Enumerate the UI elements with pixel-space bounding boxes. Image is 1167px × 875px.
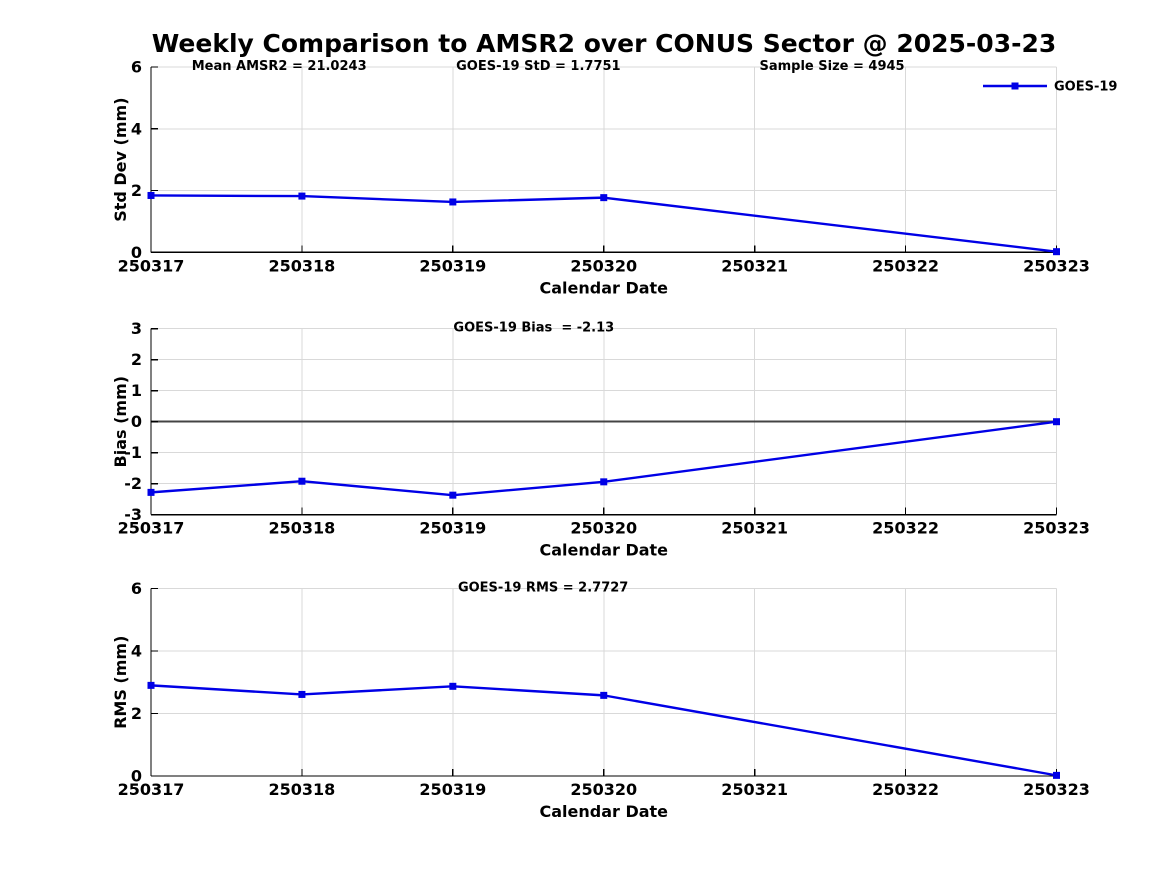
bias-data-marker [449,491,457,499]
bias-data-marker [600,478,608,486]
y-tick-label: 1 [131,381,142,400]
x-tick-label: 250317 [118,256,185,275]
rms-annotation: GOES-19 RMS = 2.7727 [458,581,628,596]
x-tick-label: 250317 [118,780,185,799]
y-axis-label: Std Dev (mm) [111,98,130,222]
x-axis-label: Calendar Date [539,278,668,297]
x-tick-label: 250320 [570,256,637,275]
y-tick-label: -3 [124,505,142,524]
x-tick-label: 250319 [419,780,486,799]
x-tick-label: 250319 [419,519,486,538]
std-dev-data-marker [1053,248,1060,256]
std-dev-subplot: 0 2 4 6 250317 250318 250319 250320 250321 250322… [111,58,1117,298]
std-dev-annotation: Sample Size = 4945 [759,59,904,74]
std-dev-data-marker [449,198,457,206]
x-tick-label: 250319 [419,256,486,275]
x-tick-label: 250322 [872,256,939,275]
rms-data-marker [1053,771,1060,779]
y-tick-label: 6 [131,58,142,77]
x-tick-label: 250318 [269,780,336,799]
x-tick-label: 250323 [1023,519,1090,538]
y-tick-label: 3 [131,319,142,338]
legend-marker [1011,82,1019,90]
x-tick-label: 250322 [872,519,939,538]
x-tick-label: 250321 [721,780,788,799]
x-axis-label: Calendar Date [539,541,668,560]
x-axis-label: Calendar Date [539,802,668,821]
x-tick-label: 250323 [1023,780,1090,799]
y-tick-label: 4 [131,119,142,138]
y-axis-label: Bias (mm) [111,376,130,468]
bias-subplot: -3 -2 -1 0 1 2 3 250317 250318 250319 250320 250321… [111,319,1090,560]
std-dev-data-marker [298,192,306,200]
std-dev-data-marker [600,194,608,202]
legend-label: GOES-19 [1054,80,1117,95]
y-tick-label: 2 [131,181,142,200]
y-tick-label: -1 [124,443,142,462]
y-tick-label: 0 [131,412,142,431]
std-dev-data-marker [147,191,155,199]
bias-data-marker [1053,418,1060,426]
x-tick-label: 250320 [570,780,637,799]
bias-data-marker [298,477,306,485]
x-tick-label: 250320 [570,519,637,538]
rms-data-marker [600,691,608,699]
y-tick-label: 6 [131,579,142,598]
bias-annotation: GOES-19 Bias = -2.13 [453,321,614,336]
rms-subplot: 0 2 4 6 250317 250318 250319 250320 250321 250322… [111,579,1090,821]
y-tick-label: 2 [131,704,142,723]
std-dev-annotation: Mean AMSR2 = 21.0243 [192,59,367,74]
y-tick-label: 4 [131,642,142,661]
y-axis-label: RMS (mm) [111,636,130,729]
legend: GOES-19 [983,80,1117,95]
x-tick-label: 250318 [269,519,336,538]
x-tick-label: 250323 [1023,256,1090,275]
x-tick-label: 250321 [721,256,788,275]
y-tick-label: 2 [131,350,142,369]
x-tick-label: 250318 [269,256,336,275]
rms-data-marker [298,690,306,698]
x-tick-label: 250321 [721,519,788,538]
x-tick-label: 250317 [118,519,185,538]
y-tick-label: 0 [131,243,142,262]
rms-data-marker [449,682,457,690]
rms-data-marker [147,681,155,689]
y-tick-label: 0 [131,767,142,786]
bias-data-marker [147,488,155,496]
std-dev-annotation: GOES-19 StD = 1.7751 [456,59,620,74]
x-tick-label: 250322 [872,780,939,799]
figure-title: Weekly Comparison to AMSR2 over CONUS Se… [151,29,1057,58]
y-tick-label: -2 [124,474,142,493]
